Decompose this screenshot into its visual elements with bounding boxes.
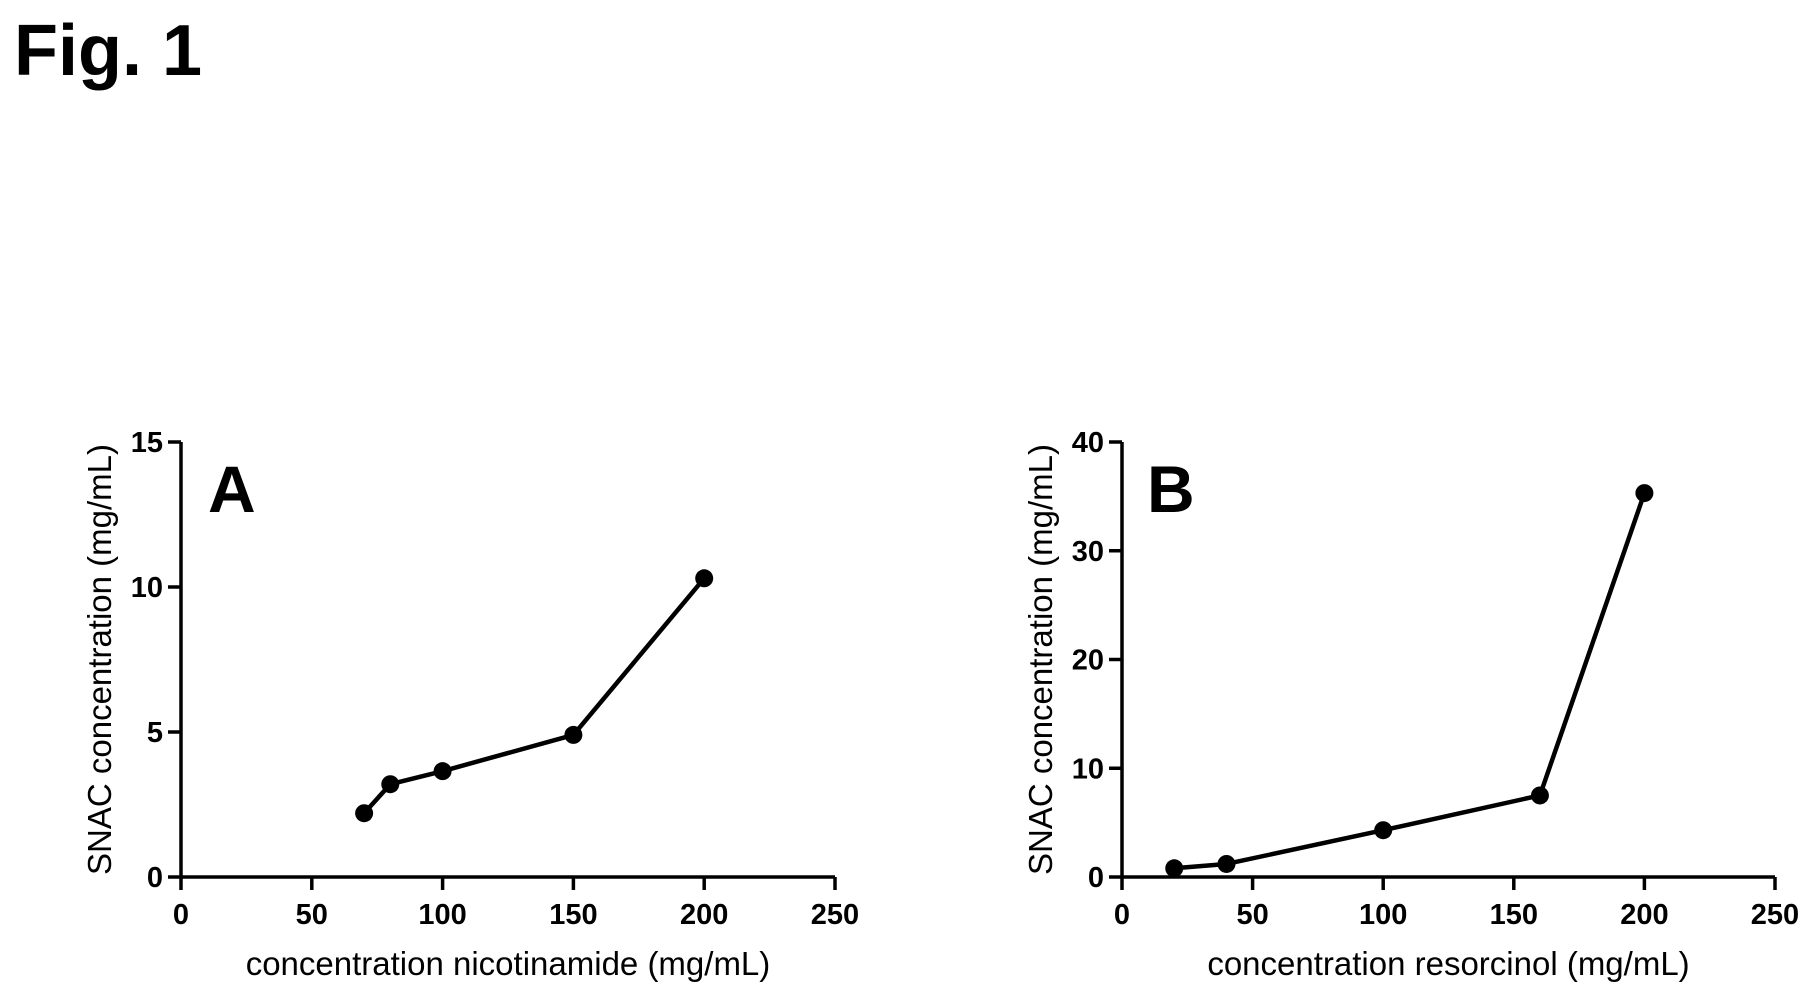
y-tick-label: 5 (147, 717, 163, 749)
data-point (1374, 821, 1393, 840)
x-tick-label: 100 (1359, 899, 1407, 931)
data-point (1217, 854, 1236, 873)
data-point (355, 804, 374, 823)
series-line (1174, 492, 1647, 871)
x-tick-label: 250 (811, 899, 859, 931)
data-point (381, 775, 400, 794)
data-point (433, 762, 452, 781)
y-tick-label: 40 (1072, 427, 1104, 459)
y-axis-label: SNAC concentration (mg/mL) (1022, 444, 1059, 875)
x-tick-label: 200 (680, 899, 728, 931)
data-point (1635, 484, 1654, 503)
x-tick-label: 100 (418, 899, 466, 931)
panel-letter: B (1147, 452, 1195, 526)
data-point (1165, 859, 1184, 878)
x-axis-label: concentration resorcinol (mg/mL) (1207, 945, 1689, 982)
y-axis-label: SNAC concentration (mg/mL) (81, 444, 118, 875)
y-tick-label: 30 (1072, 536, 1104, 568)
data-point (695, 569, 714, 588)
x-tick-label: 250 (1751, 899, 1799, 931)
y-tick-label: 10 (1072, 753, 1104, 785)
y-tick-label: 20 (1072, 645, 1104, 677)
series-line (362, 576, 706, 815)
chart-panel-b: 0 10 20 30 40 0 50 100 150 200 250 concentration re… (1022, 427, 1799, 982)
y-tick-label: 10 (131, 572, 163, 604)
figure-title: Fig. 1 (14, 11, 202, 91)
y-tick-label: 0 (1088, 862, 1104, 894)
y-tick-label: 0 (147, 862, 163, 894)
y-tick-label: 15 (131, 427, 163, 459)
x-tick-label: 150 (549, 899, 597, 931)
panel-letter: A (208, 452, 256, 526)
data-point (564, 725, 583, 744)
x-tick-label: 50 (296, 899, 328, 931)
x-tick-label: 50 (1236, 899, 1268, 931)
x-tick-label: 150 (1490, 899, 1538, 931)
data-point (1530, 786, 1549, 805)
x-axis-label: concentration nicotinamide (mg/mL) (246, 945, 771, 982)
x-tick-label: 0 (1114, 899, 1130, 931)
x-tick-label: 0 (173, 899, 189, 931)
x-tick-label: 200 (1620, 899, 1668, 931)
